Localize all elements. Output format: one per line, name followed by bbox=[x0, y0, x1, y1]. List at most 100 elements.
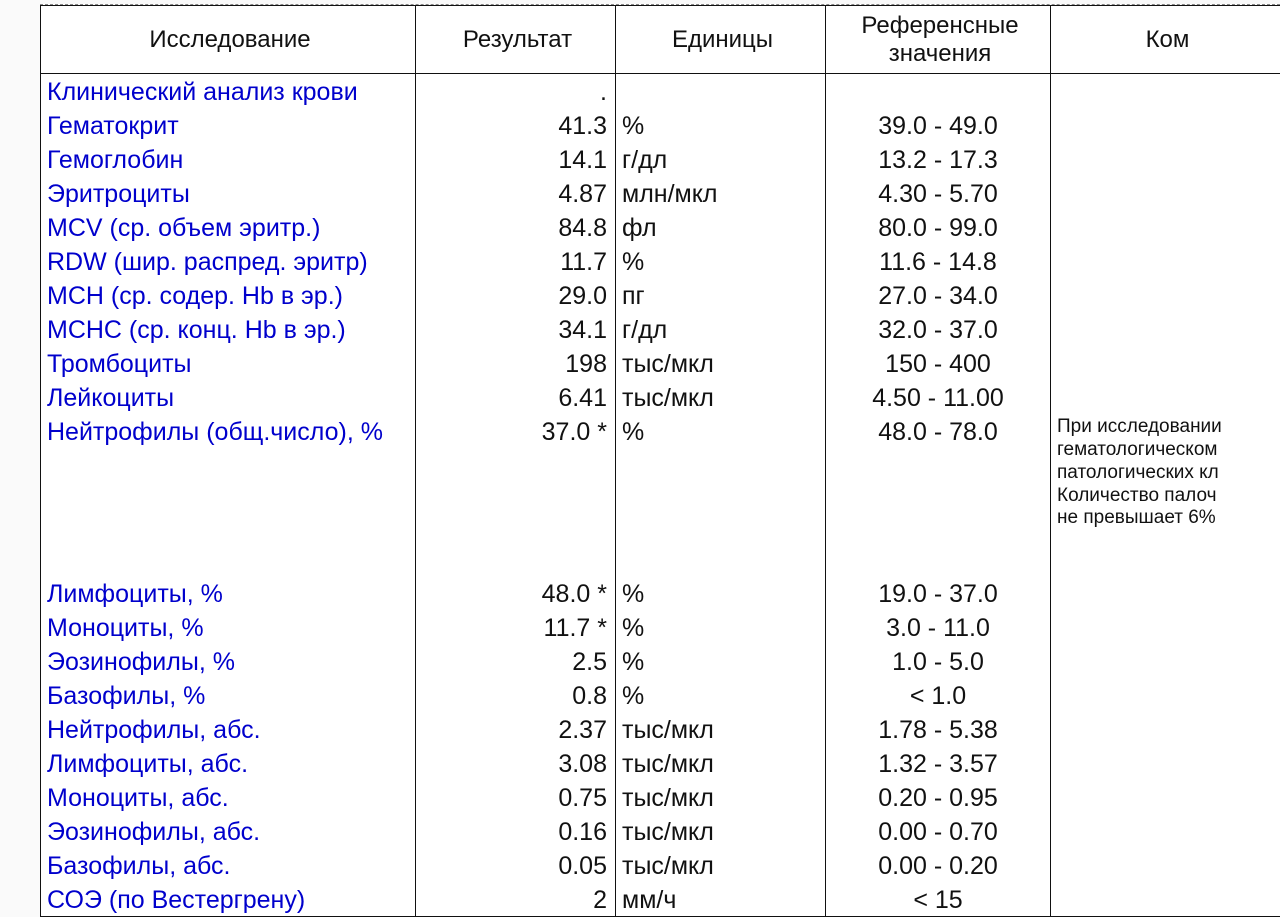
result-cell: 0.16 bbox=[416, 814, 616, 848]
col-header-result: Результат bbox=[416, 6, 616, 74]
result-cell: 29.0 bbox=[416, 278, 616, 312]
test-name-cell: MCH (ср. содер. Hb в эр.) bbox=[41, 278, 416, 312]
test-name-cell-text: Гемоглобин bbox=[41, 142, 415, 176]
test-name-cell: МСНС (ср. конц. Hb в эр.) bbox=[41, 312, 416, 346]
table-header-row: Исследование Результат Единицы Референсн… bbox=[41, 6, 1280, 74]
ref-range-cell: 0.00 - 0.70 bbox=[826, 814, 1051, 848]
table-row: Гемоглобин14.1г/дл13.2 - 17.3 bbox=[41, 142, 1280, 176]
spacer-cell bbox=[41, 530, 416, 576]
comment-cell-text bbox=[1051, 142, 1280, 144]
test-name-cell: Нейтрофилы (общ.число), % bbox=[41, 414, 416, 530]
test-name-cell-text: Эозинофилы, % bbox=[41, 644, 415, 678]
result-cell: 48.0 * bbox=[416, 576, 616, 610]
ref-range-cell-text: 0.20 - 0.95 bbox=[826, 780, 1050, 814]
result-cell-text: 2 bbox=[416, 882, 615, 916]
table-row: Лейкоциты6.41тыс/мкл4.50 - 11.00 bbox=[41, 380, 1280, 414]
units-cell: % bbox=[616, 108, 826, 142]
result-cell: 0.05 bbox=[416, 848, 616, 882]
comment-cell-text bbox=[1051, 712, 1280, 714]
comment-cell-text bbox=[1051, 278, 1280, 280]
test-name-cell: Нейтрофилы, абс. bbox=[41, 712, 416, 746]
table-row: СОЭ (по Вестергрену)2мм/ч< 15 bbox=[41, 882, 1280, 917]
test-name-cell-text: MCV (ср. объем эритр.) bbox=[41, 210, 415, 244]
test-name-cell-text: СОЭ (по Вестергрену) bbox=[41, 882, 415, 916]
result-cell-text: 84.8 bbox=[416, 210, 615, 244]
ref-range-cell: 0.00 - 0.20 bbox=[826, 848, 1051, 882]
table-row: Базофилы, абс.0.05тыс/мкл0.00 - 0.20 bbox=[41, 848, 1280, 882]
result-cell-text: 2.5 bbox=[416, 644, 615, 678]
test-name-cell: Гемоглобин bbox=[41, 142, 416, 176]
result-cell-text: 0.75 bbox=[416, 780, 615, 814]
comment-cell bbox=[1051, 644, 1280, 678]
spacer-cell bbox=[616, 530, 826, 576]
units-cell-text: г/дл bbox=[616, 312, 825, 346]
test-name-cell: MCV (ср. объем эритр.) bbox=[41, 210, 416, 244]
ref-range-cell: 0.20 - 0.95 bbox=[826, 780, 1051, 814]
result-cell: 6.41 bbox=[416, 380, 616, 414]
result-cell-text: 0.05 bbox=[416, 848, 615, 882]
units-cell: млн/мкл bbox=[616, 176, 826, 210]
table-row: Лимфоциты, %48.0 *%19.0 - 37.0 bbox=[41, 576, 1280, 610]
comment-cell bbox=[1051, 278, 1280, 312]
ref-range-cell: 32.0 - 37.0 bbox=[826, 312, 1051, 346]
spacer-cell bbox=[416, 530, 616, 576]
units-cell bbox=[616, 74, 826, 109]
ref-range-cell-text bbox=[826, 74, 1050, 76]
test-name-cell-text: Нейтрофилы (общ.число), % bbox=[41, 414, 415, 448]
comment-cell bbox=[1051, 848, 1280, 882]
table-row: Эозинофилы, абс.0.16тыс/мкл0.00 - 0.70 bbox=[41, 814, 1280, 848]
ref-range-cell: 3.0 - 11.0 bbox=[826, 610, 1051, 644]
result-cell-text: 11.7 bbox=[416, 244, 615, 278]
test-name-cell: СОЭ (по Вестергрену) bbox=[41, 882, 416, 917]
comment-cell-text bbox=[1051, 380, 1280, 382]
lab-results-table: Исследование Результат Единицы Референсн… bbox=[40, 5, 1280, 917]
result-cell-text: 0.8 bbox=[416, 678, 615, 712]
ref-range-cell: 13.2 - 17.3 bbox=[826, 142, 1051, 176]
units-cell-text: тыс/мкл bbox=[616, 746, 825, 780]
units-cell: г/дл bbox=[616, 312, 826, 346]
units-cell: % bbox=[616, 644, 826, 678]
result-cell-text: 3.08 bbox=[416, 746, 615, 780]
comment-cell bbox=[1051, 380, 1280, 414]
comment-cell-text bbox=[1051, 610, 1280, 612]
test-name-cell: Лимфоциты, % bbox=[41, 576, 416, 610]
result-cell: 2 bbox=[416, 882, 616, 917]
comment-cell-text bbox=[1051, 678, 1280, 680]
col-header-ref: Референсные значения bbox=[826, 6, 1051, 74]
test-name-cell-text: RDW (шир. распред. эритр) bbox=[41, 244, 415, 278]
result-cell: 0.75 bbox=[416, 780, 616, 814]
units-cell: % bbox=[616, 610, 826, 644]
comment-cell bbox=[1051, 176, 1280, 210]
test-name-cell-text: Эритроциты bbox=[41, 176, 415, 210]
test-name-cell: Эозинофилы, % bbox=[41, 644, 416, 678]
table-row: Клинический анализ крови. bbox=[41, 74, 1280, 109]
col-header-test: Исследование bbox=[41, 6, 416, 74]
units-cell-text: % bbox=[616, 244, 825, 278]
test-name-cell-text: MCH (ср. содер. Hb в эр.) bbox=[41, 278, 415, 312]
comment-cell-text bbox=[1051, 848, 1280, 850]
ref-range-cell-text: 11.6 - 14.8 bbox=[826, 244, 1050, 278]
ref-range-cell: 11.6 - 14.8 bbox=[826, 244, 1051, 278]
test-name-cell-text: Лейкоциты bbox=[41, 380, 415, 414]
comment-cell bbox=[1051, 746, 1280, 780]
units-cell-text: тыс/мкл bbox=[616, 712, 825, 746]
ref-range-cell: 4.50 - 11.00 bbox=[826, 380, 1051, 414]
test-name-cell-text: Моноциты, абс. bbox=[41, 780, 415, 814]
comment-cell-text bbox=[1051, 346, 1280, 348]
table-row: Моноциты, абс.0.75тыс/мкл0.20 - 0.95 bbox=[41, 780, 1280, 814]
comment-cell-text bbox=[1051, 746, 1280, 748]
test-name-cell-text: Тромбоциты bbox=[41, 346, 415, 380]
ref-range-cell: 1.0 - 5.0 bbox=[826, 644, 1051, 678]
result-cell: 11.7 bbox=[416, 244, 616, 278]
units-cell-text: % bbox=[616, 108, 825, 142]
result-cell: . bbox=[416, 74, 616, 109]
ref-range-cell: 4.30 - 5.70 bbox=[826, 176, 1051, 210]
units-cell: тыс/мкл bbox=[616, 746, 826, 780]
units-cell-text: тыс/мкл bbox=[616, 814, 825, 848]
units-cell: % bbox=[616, 678, 826, 712]
units-cell-text: тыс/мкл bbox=[616, 848, 825, 882]
units-cell-text: млн/мкл bbox=[616, 176, 825, 210]
table-row: RDW (шир. распред. эритр)11.7%11.6 - 14.… bbox=[41, 244, 1280, 278]
result-cell-text: 11.7 * bbox=[416, 610, 615, 644]
col-header-comment: Ком bbox=[1051, 6, 1280, 74]
